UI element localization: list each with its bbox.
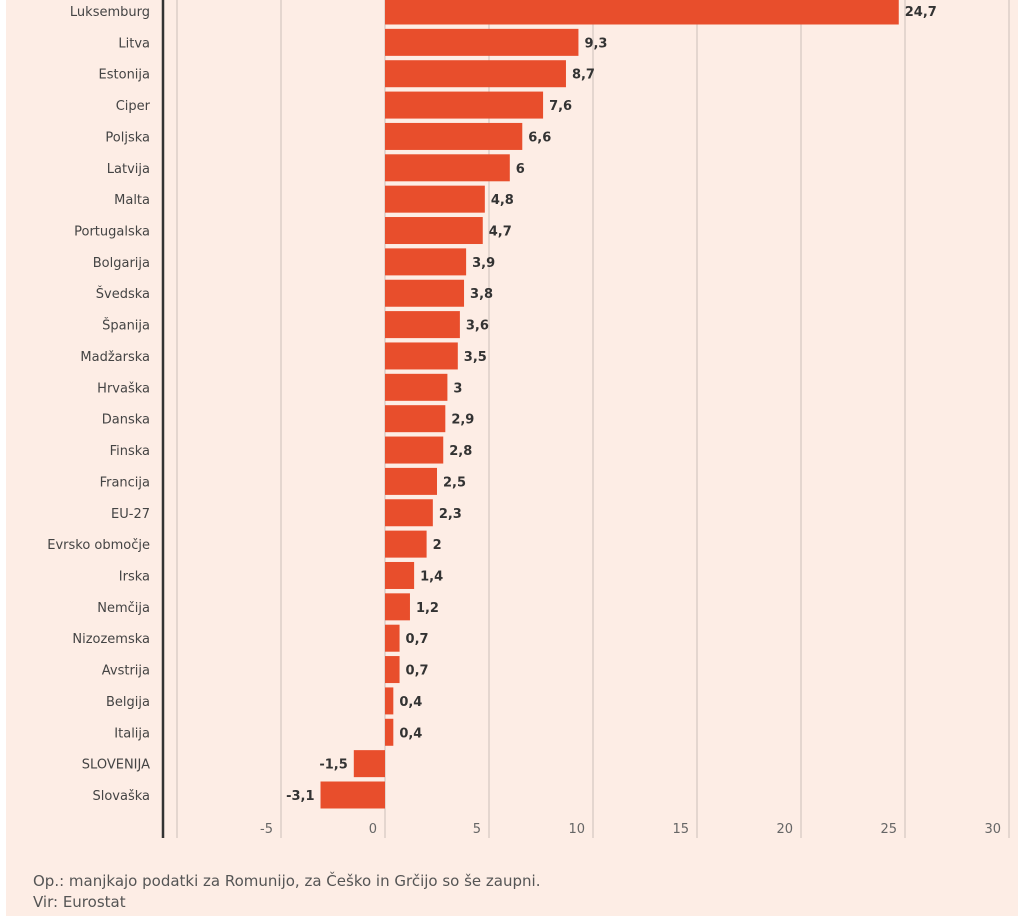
category-label: Bolgarija (93, 256, 150, 271)
bar (385, 248, 467, 276)
category-label: Irska (119, 569, 150, 584)
category-label: Litva (118, 36, 150, 51)
x-tick-label: 0 (369, 822, 377, 837)
value-label: -3,1 (286, 789, 314, 804)
category-label: Nizozemska (72, 632, 150, 647)
bar (385, 561, 415, 589)
x-tick-label: 30 (984, 822, 1001, 837)
value-label: 0,4 (399, 695, 422, 710)
category-label: Nemčija (97, 601, 150, 616)
bar (385, 467, 437, 495)
bar (385, 687, 394, 715)
bar (385, 373, 448, 401)
category-label: Hrvaška (97, 381, 150, 396)
category-label: Belgija (106, 695, 150, 710)
value-label: 2,8 (449, 444, 472, 459)
bar (385, 0, 899, 25)
category-label: Avstrija (102, 664, 150, 679)
bar (320, 781, 385, 809)
bar (385, 185, 485, 213)
bar (353, 750, 385, 778)
bar (385, 499, 433, 527)
x-tick-label: 15 (672, 822, 689, 837)
value-label: 6,6 (528, 130, 551, 145)
category-label: Švedska (96, 286, 150, 302)
category-label: Slovaška (92, 789, 150, 804)
bar (385, 342, 458, 370)
value-label: 9,3 (584, 36, 607, 51)
value-label: 6 (516, 162, 525, 177)
bar (385, 122, 523, 150)
chart-source: Vir: Eurostat (33, 893, 126, 911)
bar (385, 311, 460, 339)
bar (385, 656, 400, 684)
category-label: Luksemburg (70, 5, 150, 20)
value-label: 3,9 (472, 256, 495, 271)
value-label: 4,8 (491, 193, 514, 208)
value-label: 4,7 (489, 225, 512, 240)
bar (385, 436, 444, 464)
value-label: 0,7 (406, 632, 429, 647)
x-tick-label: 25 (880, 822, 897, 837)
value-label: 2 (433, 538, 442, 553)
category-label: Madžarska (80, 350, 150, 365)
category-label: Ciper (116, 99, 151, 114)
value-label: 3,5 (464, 350, 487, 365)
value-label: 2,9 (451, 413, 474, 428)
bar (385, 593, 410, 621)
category-label: Poljska (105, 130, 150, 145)
chart-note: Op.: manjkajo podatki za Romunijo, za Če… (33, 872, 541, 890)
value-label: 1,4 (420, 569, 443, 584)
x-tick-label: -5 (260, 822, 273, 837)
bar (385, 718, 394, 746)
value-label: 2,3 (439, 507, 462, 522)
x-tick-label: 5 (473, 822, 481, 837)
chart-background (6, 0, 1018, 916)
value-label: 3,8 (470, 287, 493, 302)
bar (385, 217, 483, 245)
value-label: 24,7 (905, 5, 937, 20)
category-label: Francija (100, 475, 150, 490)
category-label: SLOVENIJA (82, 758, 150, 773)
value-label: 0,4 (399, 726, 422, 741)
value-label: 3,6 (466, 319, 489, 334)
category-label: EU-27 (111, 507, 150, 522)
category-label: Evrsko območje (47, 538, 150, 553)
category-label: Španija (102, 318, 150, 334)
bar (385, 405, 446, 433)
category-label: Estonija (99, 68, 150, 83)
bar (385, 91, 544, 119)
value-label: 0,7 (406, 664, 429, 679)
value-label: -1,5 (319, 758, 347, 773)
bar (385, 530, 427, 558)
value-label: 1,2 (416, 601, 439, 616)
value-label: 2,5 (443, 475, 466, 490)
category-label: Latvija (107, 162, 150, 177)
x-tick-label: 20 (776, 822, 793, 837)
category-label: Portugalska (74, 225, 150, 240)
bar (385, 624, 400, 652)
category-label: Danska (102, 413, 150, 428)
category-label: Malta (114, 193, 150, 208)
bar (385, 154, 510, 182)
category-label: Finska (110, 444, 150, 459)
category-label: Italija (114, 726, 150, 741)
bar (385, 279, 465, 307)
bar (385, 28, 579, 56)
value-label: 7,6 (549, 99, 572, 114)
value-label: 8,7 (572, 68, 595, 83)
bar (385, 60, 566, 88)
value-label: 3 (453, 381, 462, 396)
x-tick-label: 10 (568, 822, 585, 837)
